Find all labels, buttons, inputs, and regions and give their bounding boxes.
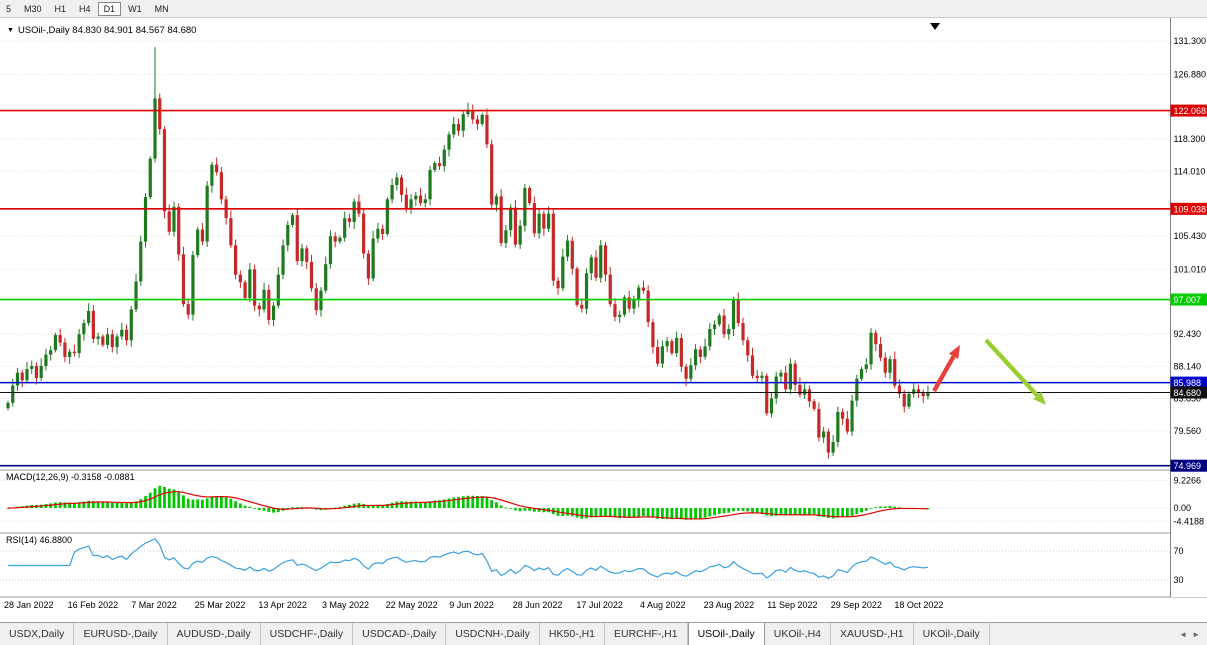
chart-title: ▼ USOil-,Daily 84.830 84.901 84.567 84.6… <box>7 25 196 36</box>
svg-text:118.300: 118.300 <box>1174 134 1206 144</box>
date-axis-label: 22 May 2022 <box>385 600 438 610</box>
chart-tabs: USDX,Daily EURUSD-,Daily AUDUSD-,Daily USDC… <box>0 623 990 645</box>
chart-title-text: USOil-,Daily 84.830 84.901 84.567 84.680 <box>17 25 197 36</box>
macd-indicator-label: MACD(12,26,9) -0.3158 -0.0881 <box>6 472 135 482</box>
svg-text:85.988: 85.988 <box>1174 378 1202 388</box>
svg-text:131.300: 131.300 <box>1174 36 1207 46</box>
svg-text:0.00: 0.00 <box>1174 503 1192 513</box>
tab-scroll-right-icon[interactable]: ► <box>1192 629 1200 639</box>
macd-histogram <box>6 485 930 520</box>
svg-text:30: 30 <box>1174 575 1184 585</box>
date-axis-label: 18 Oct 2022 <box>894 600 944 610</box>
date-axis-label: 13 Apr 2022 <box>258 600 307 610</box>
svg-text:105.430: 105.430 <box>1174 231 1207 241</box>
date-axis-label: 7 Mar 2022 <box>131 600 177 610</box>
symbol-tab-eurusd-daily[interactable]: EURUSD-,Daily <box>74 623 168 645</box>
grid-lines <box>0 40 1170 581</box>
timeframe-button-d1[interactable]: D1 <box>97 1 122 16</box>
date-axis-label: 17 Jul 2022 <box>576 600 623 610</box>
tab-scroll-left-icon[interactable]: ◄ <box>1179 629 1188 639</box>
date-axis-label: 29 Sep 2022 <box>830 600 882 610</box>
svg-text:101.010: 101.010 <box>1174 264 1207 274</box>
date-axis-label: 28 Jan 2022 <box>4 600 54 610</box>
symbol-tab-ukoil-h4[interactable]: UKOil-,H4 <box>765 623 832 645</box>
svg-text:9.2266: 9.2266 <box>1174 475 1202 485</box>
symbol-tab-eurchf-h1[interactable]: EURCHF-,H1 <box>605 623 688 645</box>
svg-text:126.880: 126.880 <box>1174 69 1207 79</box>
time-axis: 28 Jan 2022 16 Feb 2022 7 Mar 2022 25 Mar 2… <box>0 600 1170 615</box>
symbol-tab-audusd-daily[interactable]: AUDUSD-,Daily <box>168 623 261 645</box>
svg-text:97.007: 97.007 <box>1174 295 1202 305</box>
svg-text:92.430: 92.430 <box>1174 329 1202 339</box>
candlestick-series <box>6 47 930 459</box>
panel-separators <box>0 469 1207 598</box>
timeframe-button-h4[interactable]: H4 <box>79 3 91 14</box>
price-axis: 131.300 126.880 118.300 114.010 105.430 101.0… <box>1170 17 1207 597</box>
timeframe-button-5[interactable]: 5 <box>6 3 12 14</box>
date-axis-label: 11 Sep 2022 <box>767 600 818 610</box>
svg-text:84.680: 84.680 <box>1174 388 1202 398</box>
date-axis-label: 4 Aug 2022 <box>640 600 686 610</box>
scroll-to-end-marker[interactable] <box>930 23 940 30</box>
timeframe-button-w1[interactable]: W1 <box>128 3 142 14</box>
macd-signal-line <box>7 491 928 520</box>
svg-text:70: 70 <box>1174 546 1184 556</box>
tab-scroll-controls: ◄ ► <box>1172 623 1207 645</box>
symbol-tab-usoil-daily[interactable]: USOil-,Daily <box>687 623 765 645</box>
trend-arrows[interactable] <box>932 338 1046 405</box>
date-axis-label: 3 May 2022 <box>322 600 370 610</box>
svg-text:79.560: 79.560 <box>1174 426 1202 436</box>
date-axis-label: 25 Mar 2022 <box>194 600 246 610</box>
date-axis-label: 23 Aug 2022 <box>703 600 755 610</box>
symbol-tab-ukoil-daily[interactable]: UKOil-,Daily <box>914 623 990 645</box>
svg-text:-4.4188: -4.4188 <box>1174 516 1205 526</box>
symbol-tab-usdchf-daily[interactable]: USDCHF-,Daily <box>261 623 354 645</box>
symbol-tab-hk50-h1[interactable]: HK50-,H1 <box>540 623 605 645</box>
horizontal-level-lines[interactable] <box>0 109 1170 467</box>
chart-collapse-icon[interactable]: ▼ <box>7 27 14 34</box>
timeframe-button-h1[interactable]: H1 <box>54 3 67 14</box>
timeframe-button-mn[interactable]: MN <box>154 3 169 14</box>
chart-tab-bar: USDX,Daily EURUSD-,Daily AUDUSD-,Daily USDC… <box>0 622 1207 645</box>
svg-text:109.038: 109.038 <box>1174 204 1207 214</box>
svg-text:83.850: 83.850 <box>1174 394 1202 404</box>
date-axis-label: 28 Jun 2022 <box>512 600 563 610</box>
svg-text:74.969: 74.969 <box>1174 461 1202 471</box>
date-axis-label: 16 Feb 2022 <box>67 600 119 610</box>
svg-text:114.010: 114.010 <box>1174 166 1206 176</box>
date-axis-label: 9 Jun 2022 <box>449 600 494 610</box>
svg-text:122.068: 122.068 <box>1174 106 1207 116</box>
symbol-tab-usdcnh-daily[interactable]: USDCNH-,Daily <box>446 623 540 645</box>
rsi-line <box>8 537 929 580</box>
rsi-indicator-label: RSI(14) 46.8800 <box>6 535 73 545</box>
timeframe-button-m30[interactable]: M30 <box>24 3 42 14</box>
symbol-tab-usdcad-daily[interactable]: USDCAD-,Daily <box>353 623 447 645</box>
svg-text:88.140: 88.140 <box>1174 361 1202 371</box>
symbol-tab-usdx-daily[interactable]: USDX,Daily <box>0 623 75 645</box>
timeframe-toolbar: 5 M30 H1 H4 D1 W1 MN <box>0 0 1207 18</box>
symbol-tab-xauusd-h1[interactable]: XAUUSD-,H1 <box>831 623 914 645</box>
